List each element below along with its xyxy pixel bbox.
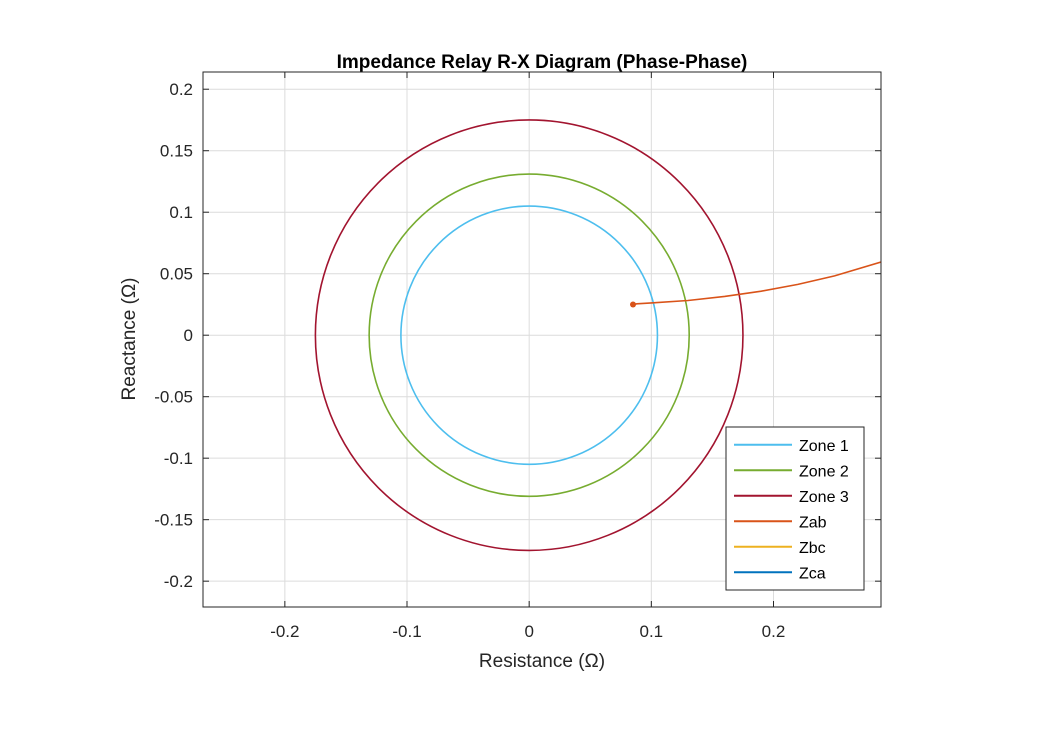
series-zone-3-circle: [314, 119, 744, 552]
y-tick-label: -0.1: [164, 449, 193, 468]
y-tick-label: 0: [184, 326, 193, 345]
y-tick-label: 0.15: [160, 142, 193, 161]
plot-frame: [202, 71, 882, 608]
legend-entry-zbc: Zbc: [799, 540, 826, 557]
y-tick-label: 0.2: [169, 80, 193, 99]
y-tick-label: -0.15: [154, 511, 193, 530]
x-tick-label: 0.1: [640, 622, 664, 641]
legend-entry-zone-1: Zone 1: [799, 438, 849, 455]
legend-entry-zone-2: Zone 2: [799, 463, 849, 480]
legend-entry-zab: Zab: [799, 514, 827, 531]
y-tick-label: -0.05: [154, 388, 193, 407]
legend-entry-zca: Zca: [799, 565, 826, 582]
legend-entry-zone-3: Zone 3: [799, 489, 849, 506]
grid: [203, 72, 881, 607]
y-axis-label: Reactance (Ω): [119, 278, 140, 401]
y-tick-label: 0.05: [160, 265, 193, 284]
x-axis-label: Resistance (Ω): [479, 651, 605, 672]
series-zone-1-circle: [400, 205, 659, 466]
legend-box: [725, 426, 865, 591]
x-tick-label: 0.2: [762, 622, 786, 641]
x-tick-label: -0.1: [392, 622, 421, 641]
chart-title: Impedance Relay R-X Diagram (Phase-Phase…: [337, 52, 748, 73]
y-tick-label: -0.2: [164, 572, 193, 591]
legend: Zone 1 Zone 2 Zone 3 Zab Zbc Zca: [725, 426, 865, 591]
x-tick-label: 0: [524, 622, 533, 641]
plot-series: [314, 119, 881, 552]
x-tick-label: -0.2: [270, 622, 299, 641]
axis-ticks: -0.2 -0.1 0 0.1 0.2 0.2 0.15 0.1 0.05 0 -0.05 -0.1 -…: [154, 72, 881, 641]
series-zone-2-circle: [368, 173, 691, 498]
y-tick-label: 0.1: [169, 203, 193, 222]
series-zab-start-marker: [630, 301, 637, 308]
